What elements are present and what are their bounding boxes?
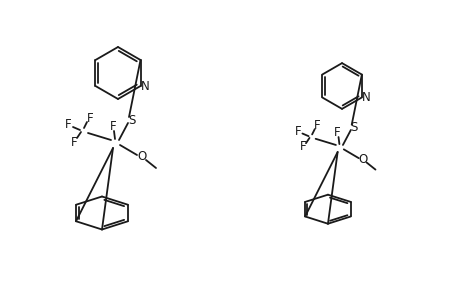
Text: F: F [299, 140, 306, 153]
Text: N: N [361, 91, 370, 104]
Text: F: F [313, 119, 320, 132]
Text: F: F [86, 112, 93, 124]
Text: F: F [71, 136, 77, 148]
Text: S: S [128, 113, 135, 127]
Text: S: S [350, 121, 357, 134]
Text: F: F [294, 125, 301, 138]
Text: F: F [334, 126, 340, 139]
Text: F: F [109, 119, 116, 133]
Text: O: O [137, 149, 146, 163]
Text: O: O [358, 152, 367, 166]
Text: N: N [141, 80, 150, 92]
Text: F: F [65, 118, 71, 131]
